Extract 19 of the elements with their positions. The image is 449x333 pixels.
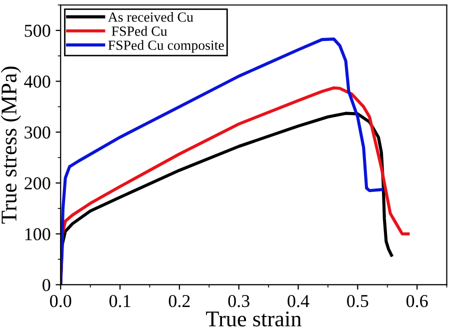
x-tick-label: 0.1 <box>109 294 130 308</box>
y-tick-label: 200 <box>24 177 50 190</box>
y-tick-label: 0 <box>42 278 50 292</box>
x-tick-label: 0.6 <box>406 294 428 308</box>
y-axis-title: True stress (MPa) <box>0 66 22 224</box>
x-tick-label: 0.2 <box>168 294 190 308</box>
legend-label: As received Cu <box>108 12 194 22</box>
y-tick-label: 400 <box>24 76 50 88</box>
line-series <box>60 38 383 285</box>
x-tick-label: 0.5 <box>347 294 368 308</box>
x-tick-label: 0.4 <box>288 294 310 308</box>
x-tick-label: 0.3 <box>228 294 250 308</box>
y-tick-label: 500 <box>24 24 50 37</box>
x-axis-title: True strain <box>206 312 302 326</box>
legend-label: FSPed Cu <box>112 26 168 36</box>
x-tick-label: 0.0 <box>50 294 72 308</box>
legend-label: FSPed Cu composite <box>108 40 224 53</box>
y-tick-label: 300 <box>24 126 50 139</box>
y-tick-label: 100 <box>25 228 50 240</box>
